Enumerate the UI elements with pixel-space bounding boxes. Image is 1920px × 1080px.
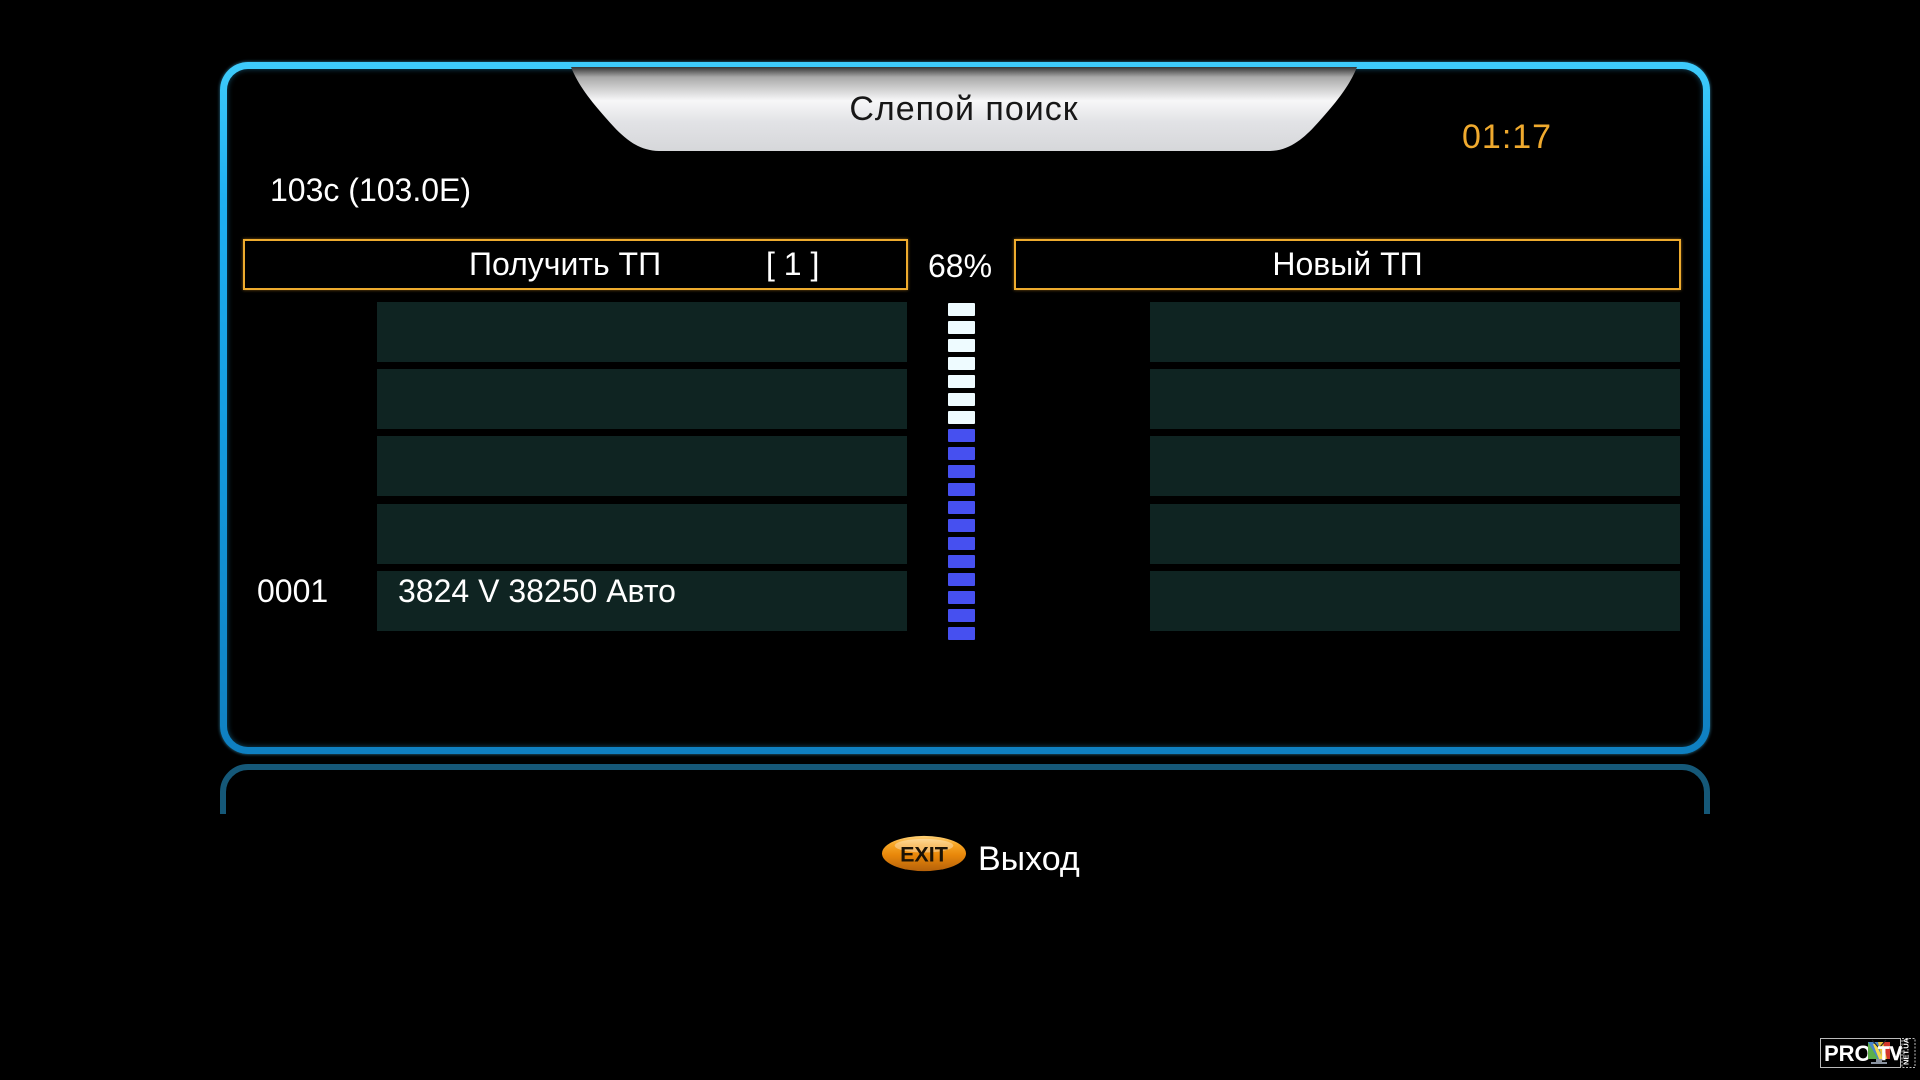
svg-text:PRO: PRO [1824, 1041, 1872, 1066]
svg-text:EXIT: EXIT [900, 842, 948, 866]
svg-text:TV: TV [1878, 1044, 1903, 1065]
svg-text:NET.UA: NET.UA [1902, 1038, 1911, 1065]
